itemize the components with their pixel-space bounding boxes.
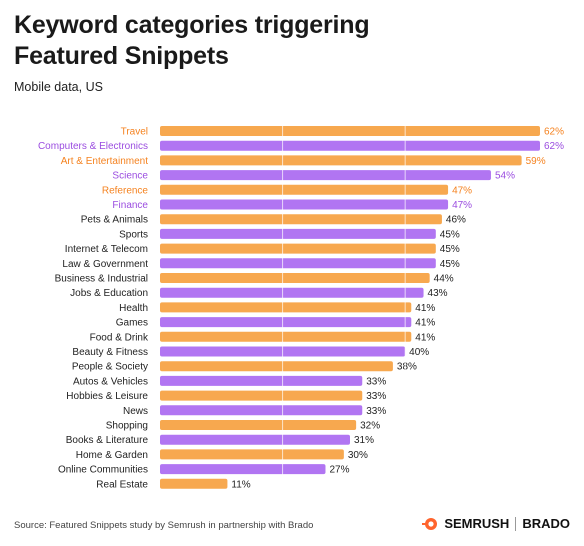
bar xyxy=(160,273,430,283)
category-label: Finance xyxy=(112,200,148,211)
category-label: Health xyxy=(119,303,148,314)
bar xyxy=(160,434,350,445)
bar xyxy=(160,199,449,210)
bar xyxy=(160,287,424,298)
bar xyxy=(160,214,442,225)
category-label: Beauty & Fitness xyxy=(72,347,148,358)
value-label: 45% xyxy=(440,259,460,270)
bar xyxy=(160,184,449,195)
bar xyxy=(160,170,491,181)
category-label: Food & Drink xyxy=(90,332,149,343)
bar xyxy=(160,361,393,372)
title-line-2: Featured Snippets xyxy=(14,42,229,70)
value-label: 11% xyxy=(231,479,250,490)
value-label: 33% xyxy=(366,391,386,402)
bar xyxy=(160,375,363,386)
value-label: 47% xyxy=(452,185,472,196)
value-label: 27% xyxy=(329,465,349,476)
bar xyxy=(160,331,412,342)
value-label: 62% xyxy=(544,141,564,152)
bar xyxy=(160,478,228,489)
value-label: 33% xyxy=(366,376,386,387)
category-label: Games xyxy=(116,318,148,329)
bar xyxy=(160,390,363,401)
category-label: Business & Industrial xyxy=(55,274,148,285)
category-label: Real Estate xyxy=(96,479,148,490)
category-label: Pets & Animals xyxy=(81,215,148,226)
bar xyxy=(160,228,436,239)
value-label: 47% xyxy=(452,200,472,211)
bar xyxy=(160,317,412,328)
category-label: Online Communities xyxy=(58,465,148,476)
logo-divider xyxy=(515,516,517,531)
bar xyxy=(160,302,412,313)
value-label: 33% xyxy=(366,406,386,417)
value-label: 54% xyxy=(495,171,515,182)
value-label: 30% xyxy=(348,450,368,461)
category-label: People & Society xyxy=(72,362,148,373)
value-label: 44% xyxy=(434,274,454,285)
value-label: 41% xyxy=(415,332,435,343)
value-label: 41% xyxy=(415,303,435,314)
category-label: Jobs & Education xyxy=(70,288,148,299)
chart-subtitle: Mobile data, US xyxy=(14,80,103,94)
logo-group: SEMRUSH BRADO xyxy=(422,516,570,531)
value-label: 38% xyxy=(397,362,417,373)
bar xyxy=(160,126,540,136)
semrush-logo: SEMRUSH xyxy=(422,516,509,531)
bar xyxy=(160,243,436,254)
bar xyxy=(160,464,326,475)
value-label: 32% xyxy=(360,421,380,432)
category-label: Sports xyxy=(119,229,148,240)
bar xyxy=(160,405,363,416)
category-label: Internet & Telecom xyxy=(65,244,148,255)
bar xyxy=(160,155,522,166)
semrush-wordmark: SEMRUSH xyxy=(444,516,510,531)
bar xyxy=(160,449,344,460)
bar xyxy=(160,420,357,430)
category-label: Art & Entertainment xyxy=(61,156,148,167)
category-label: Science xyxy=(112,171,148,182)
value-label: 31% xyxy=(354,435,374,446)
value-label: 59% xyxy=(526,156,546,167)
category-label: Travel xyxy=(121,127,148,138)
source-note: Source: Featured Snippets study by Semru… xyxy=(14,520,314,531)
category-label: Shopping xyxy=(106,421,148,432)
value-label: 43% xyxy=(428,288,448,299)
value-label: 40% xyxy=(409,347,429,358)
bar xyxy=(160,140,540,151)
category-label: Books & Literature xyxy=(66,435,149,446)
value-label: 41% xyxy=(415,318,435,329)
title-line-1: Keyword categories triggering xyxy=(14,11,370,39)
category-label: Autos & Vehicles xyxy=(73,376,148,387)
value-label: 62% xyxy=(544,127,564,138)
value-label: 45% xyxy=(440,244,460,255)
value-label: 46% xyxy=(446,215,466,226)
bar xyxy=(160,258,436,269)
category-label: News xyxy=(123,406,148,417)
semrush-flame-icon xyxy=(422,517,438,530)
value-label: 45% xyxy=(440,229,460,240)
category-label: Reference xyxy=(102,185,149,196)
category-label: Hobbies & Leisure xyxy=(66,391,148,402)
category-label: Home & Garden xyxy=(76,450,148,461)
brado-logo: BRADO xyxy=(522,516,570,531)
chart-title: Keyword categories triggering Featured S… xyxy=(14,10,454,72)
category-label: Computers & Electronics xyxy=(38,141,148,152)
category-label: Law & Government xyxy=(62,259,148,270)
